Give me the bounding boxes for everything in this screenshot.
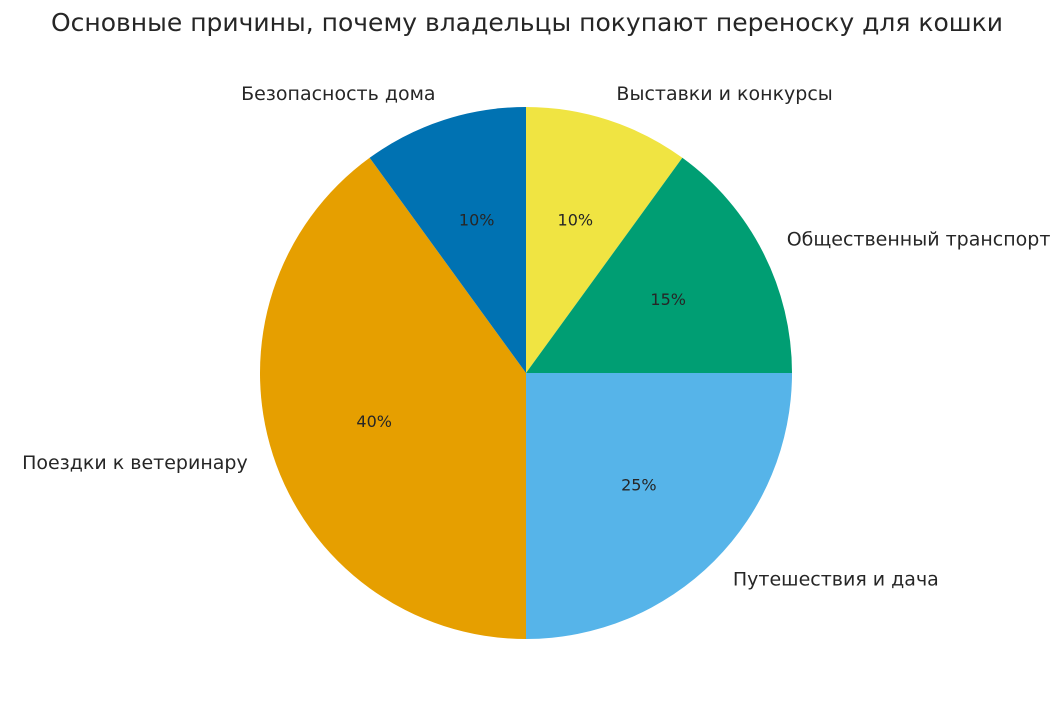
slice-category-label: Безопасность дома: [241, 83, 436, 105]
chart-title: Основные причины, почему владельцы покуп…: [50, 8, 1003, 37]
pie-slice: [526, 107, 683, 373]
slice-percent-label: 10%: [558, 211, 594, 230]
slice-category-label: Общественный транспорт: [787, 229, 1051, 251]
slice-percent-label: 25%: [621, 475, 657, 494]
slice-category-label: Выставки и конкурсы: [616, 83, 832, 105]
pie-slice: [369, 107, 526, 373]
slice-percent-label: 15%: [650, 290, 686, 309]
pie-slice: [526, 373, 792, 639]
pie-slices: [259, 107, 792, 639]
slice-category-label: Путешествия и дача: [733, 568, 939, 590]
slice-percent-label: 10%: [459, 211, 495, 230]
pie-slice: [526, 157, 792, 373]
slice-percent-label: 40%: [356, 412, 392, 431]
slice-category-label: Поездки к ветеринару: [22, 452, 248, 474]
pie-slice: [259, 157, 526, 639]
pie-labels: Выставки и конкурсы 10% Общественный транс…: [22, 83, 1050, 590]
